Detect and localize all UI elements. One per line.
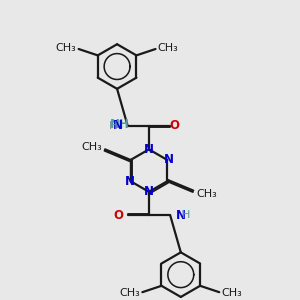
Text: N: N [144, 143, 154, 156]
Text: NH: NH [110, 118, 130, 131]
Text: N: N [164, 154, 173, 166]
Text: O: O [169, 119, 179, 133]
Text: CH₃: CH₃ [196, 189, 217, 199]
Text: CH₃: CH₃ [158, 43, 178, 53]
Text: CH₃: CH₃ [119, 288, 140, 298]
Text: N: N [176, 209, 185, 222]
Text: CH₃: CH₃ [56, 43, 76, 53]
Text: H: H [182, 210, 190, 220]
Text: CH₃: CH₃ [81, 142, 102, 152]
Text: N: N [124, 175, 134, 188]
Text: O: O [113, 209, 124, 222]
Text: H: H [109, 121, 117, 131]
Text: CH₃: CH₃ [221, 288, 242, 298]
Text: N: N [144, 185, 154, 198]
Text: N: N [112, 119, 122, 133]
